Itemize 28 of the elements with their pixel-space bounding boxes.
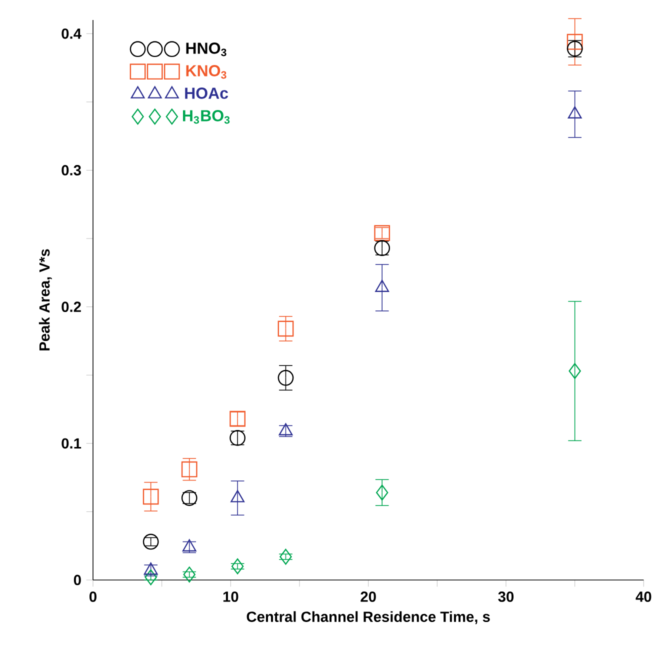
legend-label: KNO$_{3}$ [186, 65, 226, 79]
x-tick-label: 40 [636, 592, 652, 602]
legend-label: HOAc [185, 88, 228, 99]
x-tick-label: 30 [498, 592, 514, 602]
point [278, 320, 294, 337]
point [568, 363, 581, 379]
y-axis-title: Peak Area, V*s [38, 249, 52, 350]
point [566, 34, 583, 50]
legend-label: HNO$_{3}$ [186, 42, 226, 56]
y-tick-label: 0.3 [62, 165, 81, 176]
point [376, 484, 388, 501]
x-axis-title: Central Channel Residence Time, s [246, 611, 490, 624]
point [183, 566, 196, 582]
point [142, 488, 159, 505]
x-tick-label: 0 [90, 592, 96, 602]
point [144, 569, 157, 586]
x-tick-label: 10 [223, 592, 238, 602]
y-tick-label: 0.1 [62, 438, 82, 449]
point [231, 558, 244, 574]
y-tick-label: 0 [74, 574, 81, 586]
point [280, 548, 292, 565]
point [181, 461, 198, 478]
legend-label: H$_{3}$BO$_{3}$ [182, 110, 230, 124]
y-tick-label: 0.4 [62, 28, 82, 39]
point [278, 370, 294, 386]
point [142, 534, 159, 550]
y-tick-label: 0.2 [62, 302, 81, 312]
x-tick-label: 20 [360, 592, 376, 602]
